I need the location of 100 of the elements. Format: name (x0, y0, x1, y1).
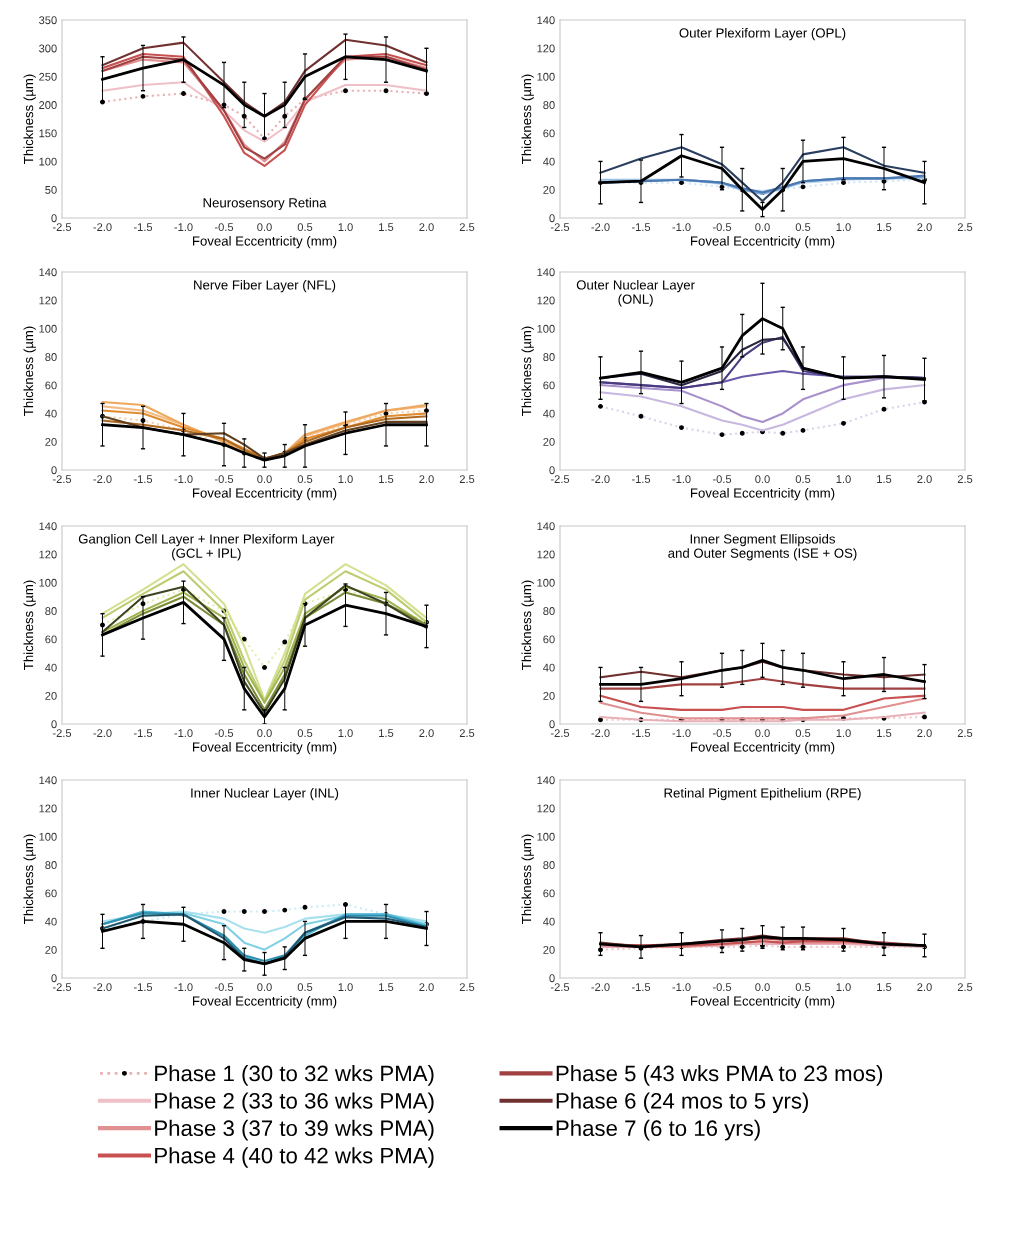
x-tick-label: -2.0 (93, 729, 112, 738)
x-tick-label: 1.5 (379, 983, 394, 992)
x-tick-label: 1.5 (877, 475, 892, 484)
y-tick-label: 20 (45, 437, 57, 446)
y-tick-label: 120 (39, 804, 57, 813)
text: Outer Nuclear Layer (ONL) (576, 279, 695, 307)
y-tick-label: 100 (39, 578, 57, 587)
x-tick-label: 2.0 (917, 475, 932, 484)
x-tick-label: 2.5 (459, 983, 475, 992)
y-tick-label: 60 (45, 635, 57, 644)
y-tick-label: 300 (39, 44, 57, 53)
y-tick-label: 80 (543, 353, 555, 361)
y-axis-title: Thickness (µm) (521, 326, 534, 416)
x-tick-label: -2.0 (93, 223, 112, 232)
x-tick-label: 0.0 (755, 983, 770, 992)
x-tick-label: -1.5 (631, 223, 651, 232)
x-tick-label: 0.5 (297, 475, 313, 484)
x-tick-label: 2.0 (917, 983, 932, 992)
x-tick-label: 1.0 (836, 729, 851, 738)
y-tick-label: 40 (45, 663, 57, 672)
x-tick-label: -2.5 (550, 729, 570, 738)
x-tick-label: 2.5 (957, 729, 973, 738)
x-tick-label: -1.0 (174, 475, 193, 484)
x-tick-label: 2.5 (459, 223, 475, 232)
y-tick-label: 60 (543, 635, 555, 644)
y-tick-label: 60 (543, 889, 555, 898)
x-tick-label: -0.5 (712, 983, 732, 992)
text: Inner Segment Ellipsoids and Outer Segments (ISE + OS) (668, 533, 857, 561)
y-tick-label: 150 (39, 129, 57, 138)
y-axis-title: Thickness (µm) (23, 74, 36, 164)
legend-label: Phase 1 (30 to 32 wks PMA) (155, 1065, 434, 1086)
x-tick-label: 0.0 (257, 223, 272, 232)
x-tick-label: 0.5 (795, 223, 811, 232)
x-tick-label: 1.5 (379, 729, 394, 738)
x-tick-label: -1.5 (631, 983, 651, 992)
x-tick-label: 0.0 (257, 475, 272, 484)
x-tick-label: -1.0 (672, 983, 691, 992)
x-tick-label: 1.5 (877, 983, 892, 992)
x-tick-label: -1.5 (133, 983, 153, 992)
y-tick-label: 0 (51, 214, 57, 223)
x-tick-label: 0.5 (297, 223, 313, 232)
x-tick-label: 1.0 (836, 223, 851, 232)
x-tick-label: 0.5 (795, 983, 811, 992)
x-tick-label: 2.5 (957, 475, 973, 484)
x-tick-label: -2.5 (52, 223, 72, 232)
legend-label: Phase 6 (24 mos to 5 yrs) (556, 1092, 808, 1114)
y-tick-label: 140 (39, 522, 57, 531)
y-tick-label: 140 (537, 522, 555, 531)
y-tick-label: 120 (39, 296, 57, 305)
x-tick-label: -1.5 (133, 223, 153, 232)
x-tick-label: 2.0 (917, 729, 932, 738)
y-tick-label: 40 (543, 157, 555, 166)
y-axis-title: Thickness (µm) (521, 580, 534, 670)
y-tick-label: 100 (39, 157, 57, 166)
y-tick-label: 100 (39, 832, 57, 841)
x-tick-label: -2.0 (591, 983, 610, 992)
x-tick-label: -1.0 (672, 475, 691, 484)
y-tick-label: 60 (45, 889, 57, 898)
x-tick-label: 0.0 (755, 475, 770, 484)
x-tick-label: -2.0 (591, 475, 610, 484)
y-tick-label: 140 (537, 268, 555, 277)
y-tick-label: 120 (537, 296, 555, 305)
x-axis-title: Foveal Eccentricity (mm) (193, 742, 337, 755)
x-axis-title: Foveal Eccentricity (mm) (193, 236, 337, 249)
x-tick-label: -0.5 (214, 223, 234, 232)
y-tick-label: 120 (537, 804, 555, 813)
y-tick-label: 60 (45, 381, 57, 390)
x-tick-label: 1.0 (836, 475, 851, 484)
y-tick-label: 40 (45, 409, 57, 418)
y-tick-label: 100 (537, 72, 555, 81)
x-tick-label: 1.5 (379, 223, 394, 232)
x-tick-label: -2.5 (52, 475, 72, 484)
x-tick-label: 2.5 (459, 729, 475, 738)
x-tick-label: 0.0 (755, 729, 770, 738)
x-tick-label: 1.0 (836, 983, 851, 992)
x-tick-label: -0.5 (712, 223, 732, 232)
y-tick-label: 20 (543, 437, 555, 446)
y-tick-label: 20 (543, 691, 555, 700)
x-tick-label: 0.5 (297, 983, 313, 992)
y-tick-label: 140 (537, 16, 555, 25)
y-tick-label: 140 (537, 776, 555, 785)
y-tick-label: 100 (537, 832, 555, 841)
y-tick-label: 120 (39, 550, 57, 559)
x-tick-label: 2.0 (419, 983, 434, 992)
x-tick-label: -2.5 (52, 729, 72, 738)
text: Outer Plexiform Layer (OPL) (679, 27, 846, 41)
x-tick-label: -2.0 (93, 475, 112, 484)
y-tick-label: 60 (543, 381, 555, 390)
x-tick-label: -2.5 (550, 475, 570, 484)
y-tick-label: 350 (39, 16, 57, 25)
y-axis-title: Thickness (µm) (521, 834, 534, 924)
y-tick-label: 120 (537, 44, 555, 53)
x-tick-label: -1.5 (133, 729, 153, 738)
x-tick-label: 0.5 (297, 729, 313, 738)
y-tick-label: 140 (39, 776, 57, 785)
text: Inner Nuclear Layer (INL) (191, 787, 339, 801)
y-tick-label: 80 (45, 861, 57, 869)
x-tick-label: 1.0 (338, 475, 353, 484)
x-tick-label: -0.5 (712, 475, 732, 484)
y-tick-label: 200 (39, 101, 57, 109)
